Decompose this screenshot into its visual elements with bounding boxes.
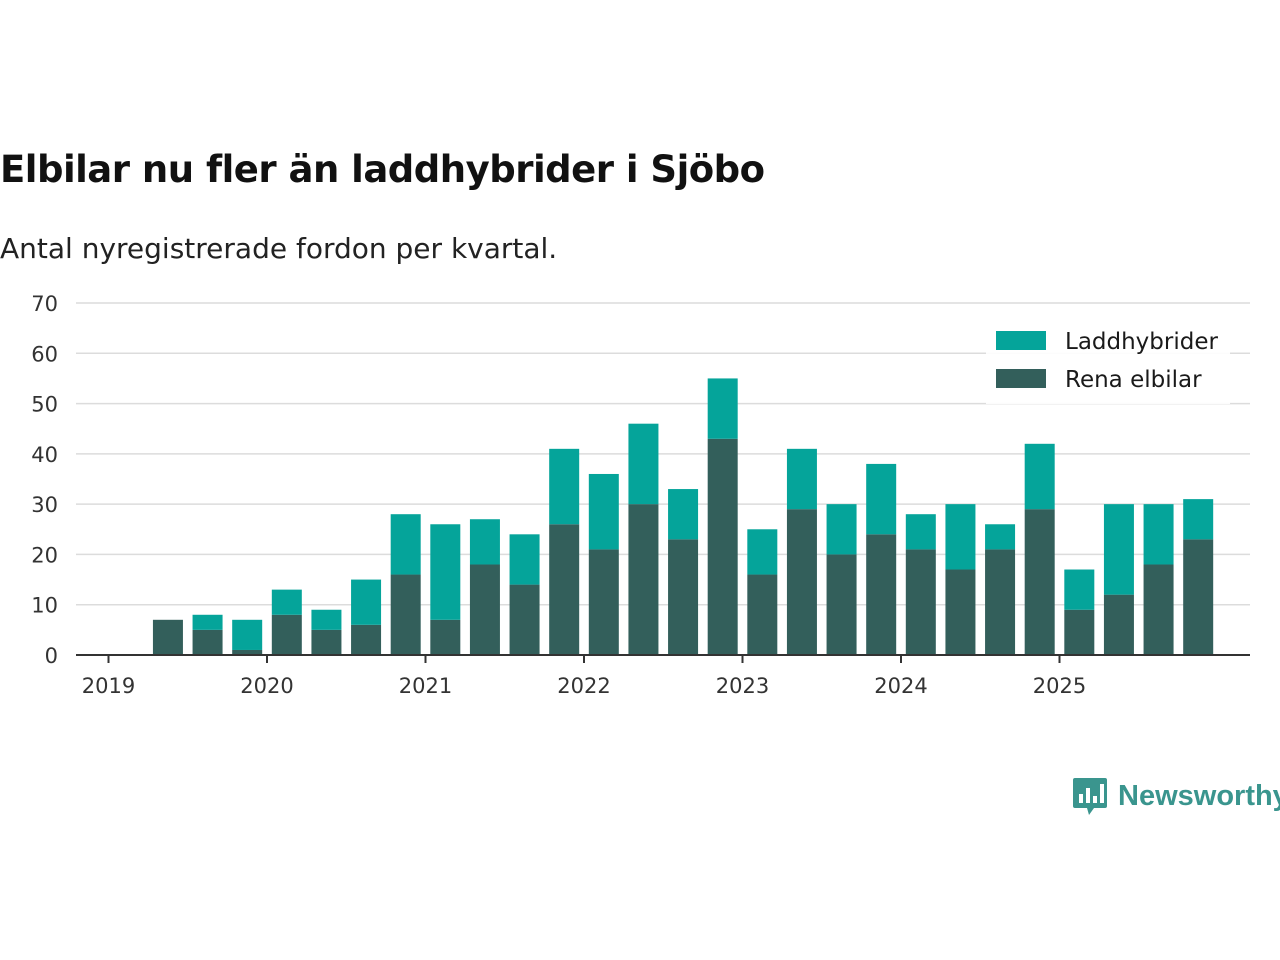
chart-title: Elbilar nu fler än laddhybrider i Sjöbo bbox=[0, 148, 765, 191]
bars bbox=[152, 378, 1214, 655]
bar-laddhybrider bbox=[826, 504, 857, 555]
bar-rena-elbilar bbox=[1024, 509, 1055, 655]
bar-laddhybrider bbox=[509, 534, 540, 585]
x-tick-label: 2021 bbox=[399, 674, 452, 698]
bar-rena-elbilar bbox=[1064, 609, 1095, 655]
bar-rena-elbilar bbox=[390, 574, 421, 655]
bar-rena-elbilar bbox=[905, 549, 936, 655]
bar-rena-elbilar bbox=[549, 524, 580, 655]
bar-laddhybrider bbox=[905, 514, 936, 550]
bar-laddhybrider bbox=[747, 529, 778, 575]
bar-rena-elbilar bbox=[311, 629, 342, 655]
bar-laddhybrider bbox=[390, 514, 421, 575]
x-tick-label: 2022 bbox=[557, 674, 610, 698]
x-axis-ticks: 2019 2020 2021 2022 2023 2024 2025 bbox=[82, 655, 1086, 698]
y-tick-label: 30 bbox=[31, 493, 58, 517]
bar-laddhybrider bbox=[985, 524, 1016, 550]
bar-laddhybrider bbox=[271, 589, 302, 615]
bar-rena-elbilar bbox=[707, 438, 738, 655]
bar-laddhybrider bbox=[668, 489, 699, 540]
x-tick-label: 2020 bbox=[240, 674, 293, 698]
y-tick-label: 40 bbox=[31, 443, 58, 467]
bar-rena-elbilar bbox=[351, 624, 382, 655]
bar-laddhybrider bbox=[351, 579, 382, 625]
newsworthy-logo-icon bbox=[1073, 778, 1107, 815]
y-tick-label: 10 bbox=[31, 594, 58, 618]
bar-rena-elbilar bbox=[1183, 539, 1214, 655]
legend-label-rena-elbilar: Rena elbilar bbox=[1065, 367, 1202, 393]
bar-rena-elbilar bbox=[945, 569, 976, 655]
bar-laddhybrider bbox=[192, 614, 223, 630]
y-tick-label: 20 bbox=[31, 543, 58, 567]
bar-chart: 0 10 20 30 40 50 60 70 Laddhybrider Rena elbila… bbox=[31, 292, 1250, 698]
legend-swatch-rena-elbilar bbox=[996, 369, 1046, 388]
legend-label-laddhybrider: Laddhybrider bbox=[1065, 329, 1218, 355]
legend: Laddhybrider Rena elbilar bbox=[986, 318, 1230, 404]
bar-rena-elbilar bbox=[826, 554, 857, 655]
bar-laddhybrider bbox=[232, 619, 263, 650]
legend-swatch-laddhybrider bbox=[996, 331, 1046, 350]
bar-laddhybrider bbox=[430, 524, 461, 620]
y-axis-ticks: 0 10 20 30 40 50 60 70 bbox=[31, 292, 58, 668]
bar-laddhybrider bbox=[588, 473, 619, 550]
y-tick-label: 50 bbox=[31, 393, 58, 417]
bar-rena-elbilar bbox=[866, 534, 897, 655]
bar-rena-elbilar bbox=[469, 564, 500, 655]
bar-rena-elbilar bbox=[588, 549, 619, 655]
bar-rena-elbilar bbox=[747, 574, 778, 655]
bar-laddhybrider bbox=[311, 609, 342, 630]
bar-laddhybrider bbox=[628, 423, 659, 505]
bar-laddhybrider bbox=[1183, 499, 1214, 540]
bar-rena-elbilar bbox=[152, 619, 183, 655]
bar-rena-elbilar bbox=[1103, 594, 1134, 655]
bar-rena-elbilar bbox=[668, 539, 699, 655]
newsworthy-logo-text: Newsworthy bbox=[1118, 779, 1280, 812]
bar-laddhybrider bbox=[1143, 504, 1174, 565]
y-tick-label: 60 bbox=[31, 342, 58, 366]
chart-subtitle: Antal nyregistrerade fordon per kvartal. bbox=[0, 232, 558, 265]
x-tick-label: 2024 bbox=[874, 674, 927, 698]
bar-laddhybrider bbox=[1024, 443, 1055, 510]
bar-rena-elbilar bbox=[232, 649, 263, 655]
bar-rena-elbilar bbox=[786, 509, 817, 655]
bar-laddhybrider bbox=[786, 448, 817, 510]
bar-laddhybrider bbox=[707, 378, 738, 439]
bar-rena-elbilar bbox=[271, 614, 302, 655]
bar-laddhybrider bbox=[469, 519, 500, 565]
bar-laddhybrider bbox=[945, 504, 976, 570]
bar-rena-elbilar bbox=[509, 584, 540, 655]
y-tick-label: 70 bbox=[31, 292, 58, 316]
bar-laddhybrider bbox=[1064, 569, 1095, 610]
bar-rena-elbilar bbox=[192, 629, 223, 655]
bar-laddhybrider bbox=[549, 448, 580, 525]
x-tick-label: 2025 bbox=[1033, 674, 1086, 698]
x-tick-label: 2023 bbox=[716, 674, 769, 698]
x-tick-label: 2019 bbox=[82, 674, 135, 698]
bar-laddhybrider bbox=[1103, 504, 1134, 595]
bar-laddhybrider bbox=[866, 463, 897, 535]
newsworthy-logo: Newsworthy bbox=[1072, 776, 1280, 816]
bar-rena-elbilar bbox=[628, 504, 659, 655]
bar-rena-elbilar bbox=[985, 549, 1016, 655]
bar-rena-elbilar bbox=[430, 619, 461, 655]
bar-rena-elbilar bbox=[1143, 564, 1174, 655]
y-tick-label: 0 bbox=[45, 644, 58, 668]
